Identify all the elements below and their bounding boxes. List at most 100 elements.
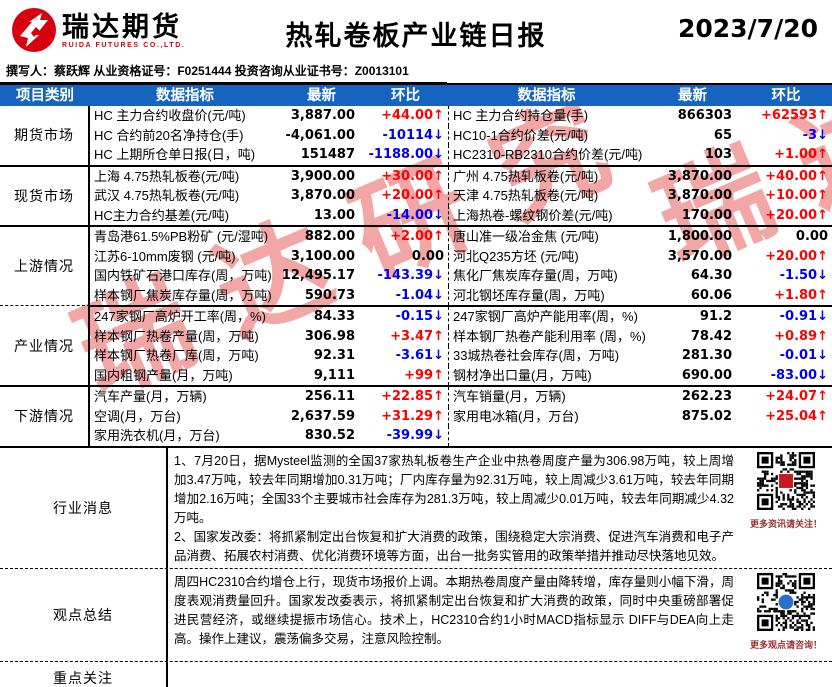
byline-underline (0, 82, 447, 83)
table-row: 武汉 4.75热轧板卷(元/吨) 3,870.00 +20.00↑ 天津 4.75热轧… (90, 186, 832, 206)
table-row: HC 合约前20名净持仓(手) -4,061.00 -10114↓ HC10-1合约价… (90, 125, 832, 145)
change-value: -0.91↓ (779, 309, 828, 324)
latest-value: 3,900.00 (290, 168, 355, 184)
latest-value: 1,800.00 (667, 229, 732, 244)
indicator-label: 247家钢厂高炉开工率(周，%) (94, 309, 266, 324)
latest-value: 84.33 (313, 309, 355, 324)
latest-value: 151487 (300, 147, 355, 162)
brand-subtitle: RUIDA FUTURES CO.,LTD. (62, 41, 186, 49)
table-row: HC主力合约基差(元/吨) 13.00 -14.00↓ 上海热卷-螺纹钢价差(元/吨)… (90, 205, 832, 225)
table-row: 国内粗钢产量(月，万吨) 9,111 +99↑ 钢材净出口量(月，万吨) 690.00 -… (90, 365, 832, 385)
latest-value: -4,061.00 (285, 127, 355, 143)
data-sections: 期货市场 HC 主力合约收盘价(元/吨) 3,887.00 +44.00↑ HC 主力合… (0, 106, 832, 446)
latest-value: 875.02 (681, 408, 732, 424)
section-label: 行业消息 (0, 447, 168, 568)
change-value: -1188.00↓ (368, 147, 445, 162)
latest-value: 3,100.00 (290, 248, 355, 264)
author-byline: 撰写人：蔡跃辉 从业资格证号：F0251444 投资咨询从业证书号：Z00131… (6, 64, 409, 78)
col-header-indicator-left: 数据指标 (156, 88, 214, 104)
section-label: 下游情况 (0, 385, 90, 446)
indicator-label: 汽车产量(月，万辆) (94, 389, 207, 404)
change-value: +99↑ (404, 367, 444, 383)
table-row: HC 上期所仓单日报(日，吨) 151487 -1188.00↓ HC2310-RB2… (90, 145, 832, 165)
table-row: 汽车产量(月，万辆) 256.11 +22.85↑ 汽车销量(月，万辆) 262.23 +… (90, 387, 832, 407)
indicator-label: 国内粗钢产量(月，万吨) (94, 367, 233, 383)
indicator-label: 江苏6-10mm废钢 (元/吨) (94, 248, 236, 264)
indicator-label: 焦化厂焦炭库存量(周，万吨) (448, 266, 645, 286)
change-value: +1.00↑ (774, 147, 828, 162)
latest-value: 690.00 (681, 367, 732, 383)
table-row: 样本钢厂热卷产量(周，万吨) 306.98 +3.47↑ 样本钢厂热卷产能利用率 (周… (90, 326, 832, 346)
news-qr-caption: 更多资讯请关注！ (749, 518, 822, 529)
table-row: 国内铁矿石港口库存(周，万吨) 12,495.17 -143.39↓ 焦化厂焦炭库存量… (90, 266, 832, 286)
table-row: 样本钢厂焦炭库存量(周，万吨) 590.73 -1.04↓ 河北钢坯库存量(周，万吨)… (90, 285, 832, 305)
latest-value: 92.31 (313, 348, 355, 363)
latest-value: 830.52 (304, 428, 355, 443)
latest-value: 91.2 (699, 309, 732, 324)
report-date: 2023/7/20 (677, 14, 818, 43)
change-value: -0.01↓ (779, 348, 828, 363)
latest-value: 281.30 (681, 348, 732, 363)
latest-value: 78.42 (690, 328, 732, 344)
latest-value: 170.00 (681, 207, 732, 223)
indicator-label: 空调(月，万台) (94, 408, 181, 424)
news-paragraph-2: 2、国家发改委：将抓紧制定出台恢复和扩大消费的政策，围绕稳定大宗消费、促进汽车消… (174, 529, 734, 563)
indicator-label: HC2310-RB2310合约价差(元/吨) (448, 145, 645, 165)
latest-value: 866303 (677, 108, 732, 123)
news-paragraph-1: 1、7月20日，据Mysteel监测的全国37家热轧板卷生产企业中热卷周度产量为… (174, 453, 734, 525)
indicator-label: 河北Q235方坯 (元/吨) (448, 246, 645, 266)
indicator-label: 武汉 4.75热轧板卷(元/吨) (94, 188, 240, 203)
indicator-label: 汽车销量(月，万辆) (448, 387, 645, 407)
summary-qr-caption: 更多观点请咨询！ (749, 639, 822, 650)
indicator-label: 家用洗衣机(月，万台) (94, 428, 220, 443)
news-qr-code (757, 451, 815, 510)
page-title: 热轧卷板产业链日报 (285, 21, 547, 51)
latest-value: 3,870.00 (290, 188, 355, 203)
section-label: 重点关注 (0, 661, 168, 687)
change-value: +24.07↑ (765, 389, 828, 404)
section-industry-news: 行业消息 1、7月20日，据Mysteel监测的全国37家热轧板卷生产企业中热卷… (0, 445, 832, 568)
latest-value: 12,495.17 (281, 268, 355, 283)
change-value: -0.15↓ (395, 309, 444, 324)
latest-value (645, 426, 740, 446)
brand-block: 瑞达期货 RUIDA FUTURES CO.,LTD. (10, 6, 185, 54)
change-value: +10.00↑ (765, 188, 828, 203)
table-row: 家用洗衣机(月，万台) 830.52 -39.99↓ (90, 426, 832, 446)
table-row: 青岛港61.5%PB粉矿 (元/湿吨) 882.00 +2.00↑ 唐山准一级冶金焦 … (90, 227, 832, 247)
indicator-label: HC10-1合约价差(元/吨) (448, 125, 645, 145)
indicator-label: 钢材净出口量(月，万吨) (448, 365, 645, 385)
indicator-label: 天津 4.75热轧板卷(元/吨) (448, 186, 645, 206)
latest-value: 103 (704, 147, 732, 162)
change-value: -3.61↓ (395, 348, 444, 363)
section-label: 现货市场 (0, 164, 90, 225)
change-value: +20.00↑ (765, 207, 828, 223)
col-header-change-left: 环比 (391, 88, 420, 104)
indicator-label: 河北钢坯库存量(周，万吨) (448, 285, 645, 305)
change-value: -1.04↓ (395, 287, 444, 303)
indicator-label: HC 主力合约收盘价(元/吨) (94, 108, 246, 123)
latest-value: 9,111 (313, 367, 355, 383)
col-header-latest-right: 最新 (678, 88, 707, 104)
change-value: -39.99↓ (386, 428, 444, 443)
indicator-label: HC主力合约基差(元/吨) (94, 207, 230, 223)
section-1: 现货市场 上海 4.75热轧板卷(元/吨) 3,900.00 +30.00↑ 广州 4.… (0, 164, 832, 225)
indicator-label: HC 合约前20名净持仓(手) (94, 127, 244, 143)
section-focus: 重点关注 (0, 660, 832, 687)
indicator-label: 上海热卷-螺纹钢价差(元/吨) (448, 205, 645, 225)
change-value: +22.85↑ (381, 389, 444, 404)
indicator-label: 上海 4.75热轧板卷(元/吨) (94, 168, 240, 184)
change-value: +20.00↑ (381, 188, 444, 203)
table-header-row: 项目类别 数据指标 最新 环比 数据指标 最新 环比 (0, 83, 832, 106)
table-row: 江苏6-10mm废钢 (元/吨) 3,100.00 0.00 河北Q235方坯 (元/… (90, 246, 832, 266)
change-value: +1.80↑ (774, 287, 828, 303)
change-value: +20.00↑ (765, 248, 828, 264)
col-header-category: 项目类别 (16, 88, 74, 104)
indicator-label: 样本钢厂热卷厂库(周，万吨) (94, 348, 259, 363)
change-value: +25.04↑ (765, 408, 828, 424)
report-header: 瑞达期货 RUIDA FUTURES CO.,LTD. 热轧卷板产业链日报 20… (0, 0, 832, 58)
latest-value: 3,870.00 (667, 188, 732, 203)
table-row: 247家钢厂高炉开工率(周，%) 84.33 -0.15↓ 247家钢厂高炉产能用率(… (90, 307, 832, 327)
latest-value: 3,570.00 (667, 248, 732, 264)
change-value: +2.00↑ (390, 229, 444, 244)
